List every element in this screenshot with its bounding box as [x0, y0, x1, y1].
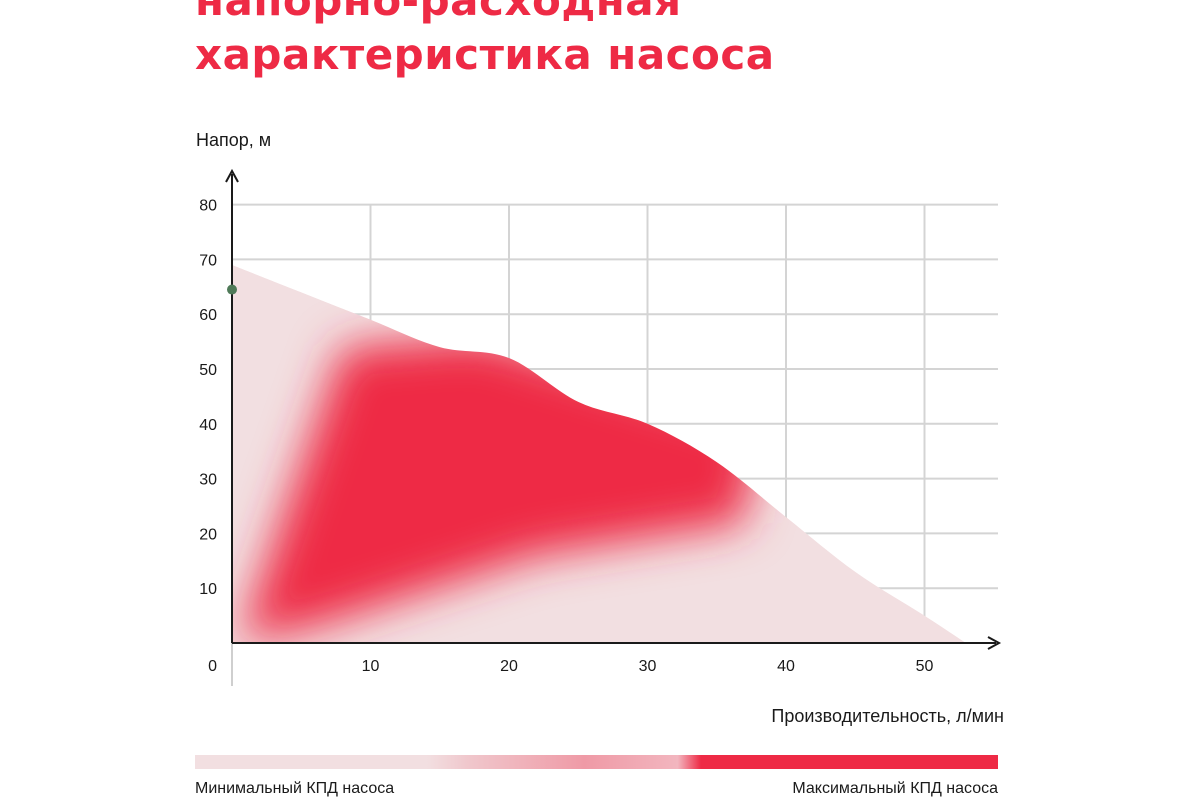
- y-tick-label: 40: [199, 417, 217, 434]
- efficiency-fill-group: [232, 264, 967, 643]
- y-tick-label: 70: [199, 252, 217, 269]
- tick-labels: 10 20 30 40 50 60 70 80 10 20 30 40 50 0: [199, 198, 933, 675]
- chart-title: напорно-расходная характеристика насоса: [195, 0, 775, 82]
- y-tick-label: 60: [199, 307, 217, 324]
- legend-max-segment: [700, 755, 998, 769]
- y-tick-label: 30: [199, 472, 217, 489]
- x-tick-label: 40: [777, 658, 795, 675]
- origin-tick-label: 0: [208, 658, 217, 675]
- x-axis-label: Производительность, л/мин: [771, 706, 1004, 726]
- y-tick-label: 20: [199, 526, 217, 543]
- legend-min-segment: [195, 755, 469, 769]
- legend-min-label: Минимальный КПД насоса: [195, 780, 395, 797]
- y-tick-label: 80: [199, 198, 217, 215]
- legend-max-label: Максимальный КПД насоса: [792, 780, 998, 797]
- chart-title-line-1: напорно-расходная: [195, 0, 682, 25]
- x-axis-arrow: [987, 636, 1002, 650]
- y-axis-arrow: [225, 168, 239, 183]
- legend-mid-segment: [468, 755, 701, 769]
- y-tick-label: 50: [199, 362, 217, 379]
- efficiency-legend-bar: [195, 755, 998, 769]
- y-tick-label: 10: [199, 581, 217, 598]
- y-axis-label: Напор, м: [196, 130, 271, 150]
- chart-title-line-2: характеристика насоса: [195, 30, 775, 79]
- x-tick-label: 30: [639, 658, 657, 675]
- axes: [225, 168, 1002, 686]
- x-tick-label: 10: [362, 658, 380, 675]
- chart-area: 10 20 30 40 50 60 70 80 10 20 30 40 50 0 Напор, м Про…: [196, 130, 1004, 726]
- x-tick-label: 20: [500, 658, 518, 675]
- y-axis-marker-dot: [227, 284, 237, 295]
- x-tick-label: 50: [916, 658, 934, 675]
- efficiency-area: [232, 264, 967, 643]
